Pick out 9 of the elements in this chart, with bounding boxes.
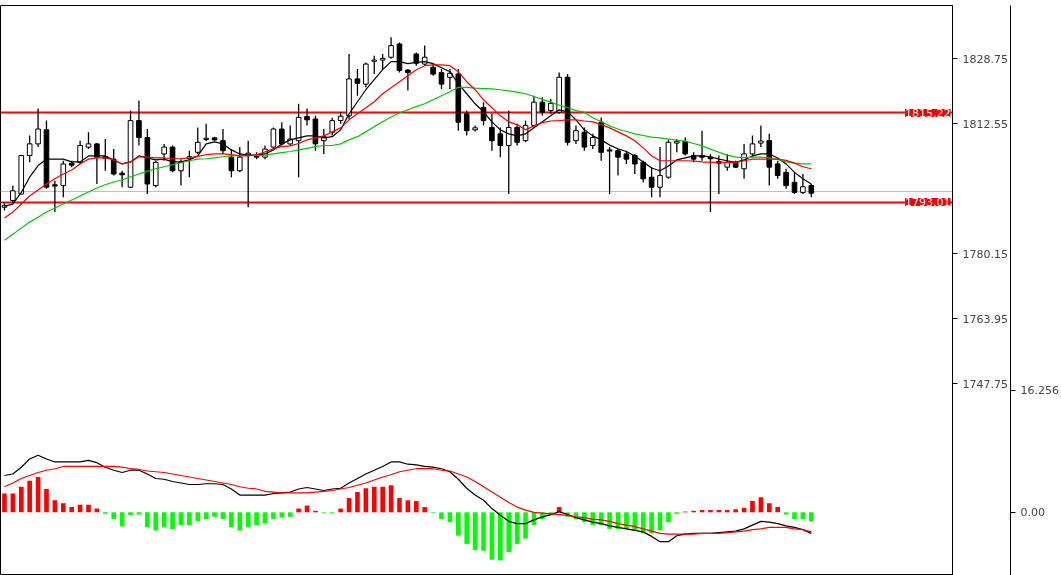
y-tick-label: 1780.15 — [962, 247, 1008, 261]
y-tick-label: 1812.55 — [962, 117, 1008, 131]
y-tick-label: 1828.75 — [962, 52, 1008, 66]
y-tick-label: 1763.95 — [962, 312, 1008, 326]
ref-line-label: 1815.22 — [905, 106, 951, 120]
ref-line-label: 1793.01 — [905, 196, 951, 210]
y2-tick-label: 16.256 — [1020, 384, 1059, 398]
y2-tick-label: 0.00 — [1020, 506, 1045, 520]
y-tick-label: 1747.75 — [962, 377, 1008, 391]
